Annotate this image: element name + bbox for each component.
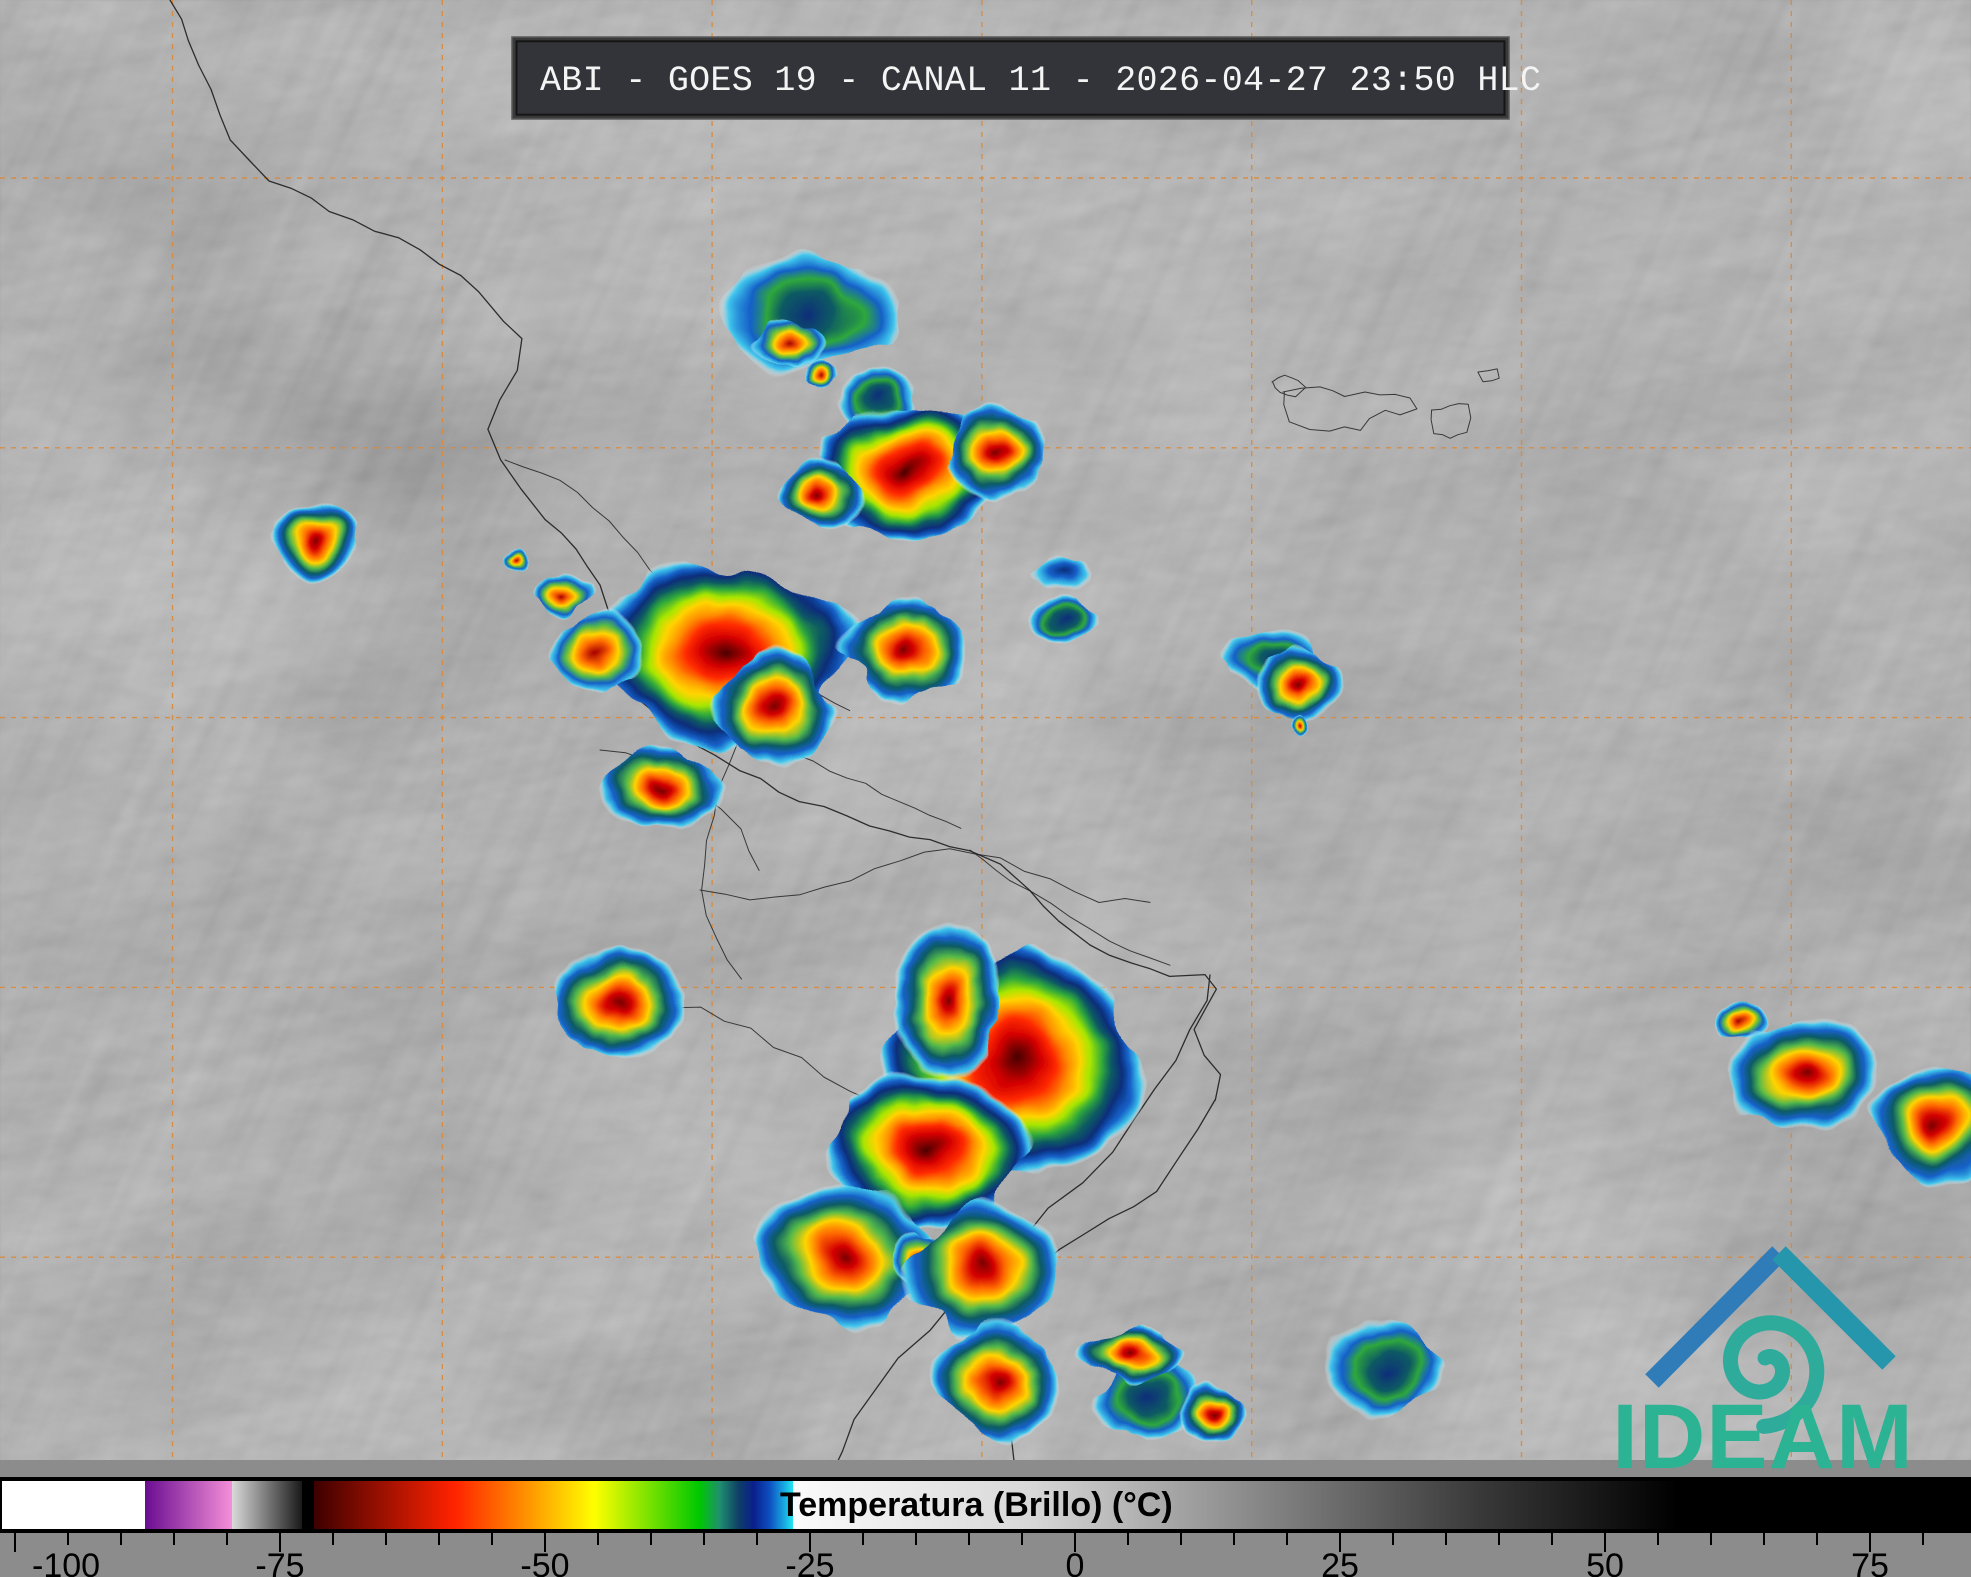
- svg-text:Temperatura (Brillo) (°C): Temperatura (Brillo) (°C): [780, 1486, 1173, 1524]
- svg-text:-75: -75: [255, 1547, 304, 1577]
- svg-text:-100: -100: [32, 1547, 100, 1577]
- svg-text:-25: -25: [785, 1547, 834, 1577]
- svg-text:-50: -50: [520, 1547, 569, 1577]
- svg-text:75: 75: [1851, 1547, 1889, 1577]
- svg-text:25: 25: [1321, 1547, 1359, 1577]
- svg-text:IDEAM: IDEAM: [1612, 1386, 1913, 1488]
- svg-text:0: 0: [1066, 1547, 1085, 1577]
- svg-text:ABI - GOES 19 - CANAL 11 - 202: ABI - GOES 19 - CANAL 11 - 2026-04-27 23…: [540, 61, 1541, 101]
- svg-text:50: 50: [1586, 1547, 1624, 1577]
